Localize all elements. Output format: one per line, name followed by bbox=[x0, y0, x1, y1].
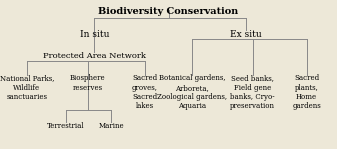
Text: Biosphere
reserves: Biosphere reserves bbox=[70, 74, 105, 92]
Text: Sacred
groves,
Sacred
lakes: Sacred groves, Sacred lakes bbox=[132, 74, 158, 110]
Text: Botanical gardens,
Arboreta,
Zoological gardens,
Aquaria: Botanical gardens, Arboreta, Zoological … bbox=[157, 74, 227, 110]
Text: Biodiversity Conservation: Biodiversity Conservation bbox=[98, 7, 239, 16]
Text: Ex situ: Ex situ bbox=[230, 30, 262, 39]
Text: Sacred
plants,
Home
gardens: Sacred plants, Home gardens bbox=[292, 74, 321, 110]
Text: Protected Area Network: Protected Area Network bbox=[43, 52, 146, 60]
Text: Marine: Marine bbox=[98, 122, 124, 130]
Text: Seed banks,
Field gene
banks, Cryo-
preservation: Seed banks, Field gene banks, Cryo- pres… bbox=[230, 74, 275, 110]
Text: National Parks,
Wildlife
sanctuaries: National Parks, Wildlife sanctuaries bbox=[0, 74, 54, 101]
Text: Terrestrial: Terrestrial bbox=[47, 122, 85, 130]
Text: In situ: In situ bbox=[80, 30, 109, 39]
